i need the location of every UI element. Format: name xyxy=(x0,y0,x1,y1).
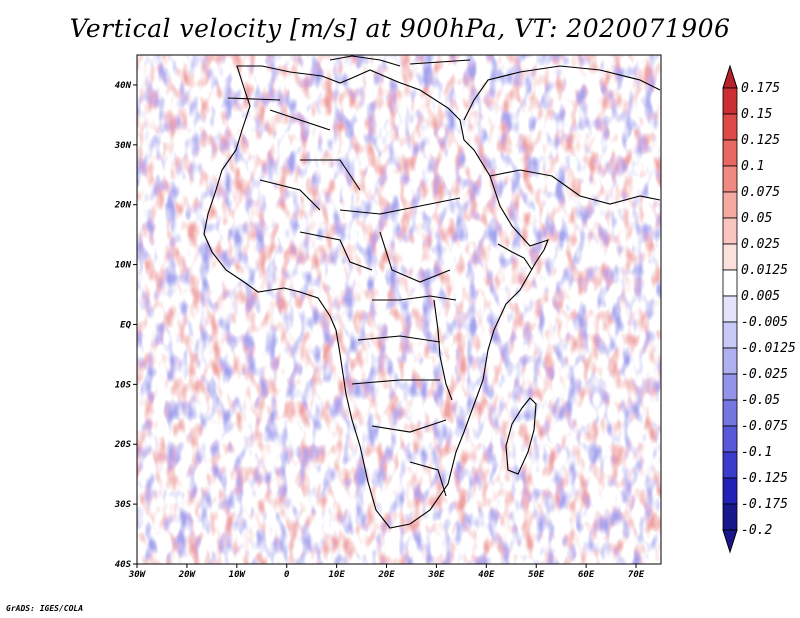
colorbar-segment xyxy=(722,139,738,167)
colorbar-segment xyxy=(722,87,738,115)
colorbar-label: 0.005 xyxy=(741,289,780,304)
colorbar-label: -0.05 xyxy=(741,393,780,408)
colorbar-segment xyxy=(722,217,738,245)
colorbar-label: -0.025 xyxy=(741,367,788,382)
y-axis: 40N 30N 20N 10N EQ 10S 20S 30S 40S xyxy=(114,81,137,570)
y-tick-label: EQ xyxy=(120,320,131,330)
colorbar-label: -0.0125 xyxy=(741,341,796,356)
colorbar-label: 0.05 xyxy=(741,211,772,226)
y-tick-label: 10N xyxy=(115,261,132,271)
credit-text: GrADS: IGES/COLA xyxy=(6,604,84,613)
colorbar-top-arrow xyxy=(722,64,738,89)
colorbar-label: -0.075 xyxy=(741,419,788,434)
x-tick-label: 20E xyxy=(377,570,395,580)
colorbar: 0.175 0.15 0.125 0.1 0.075 0.05 0.025 0.0125 0.0… xyxy=(722,64,796,554)
y-tick-label: 30N xyxy=(114,141,132,151)
colorbar-label: -0.125 xyxy=(741,471,788,486)
x-tick-label: 30E xyxy=(427,570,445,580)
y-tick-label: 10S xyxy=(115,380,132,390)
colorbar-segment xyxy=(722,373,738,401)
colorbar-label: 0.025 xyxy=(741,237,780,252)
x-tick-label: 60E xyxy=(578,570,595,580)
y-tick-label: 40S xyxy=(115,560,132,570)
colorbar-segment xyxy=(722,425,738,453)
colorbar-segment xyxy=(722,191,738,219)
colorbar-segment xyxy=(722,399,738,427)
x-tick-label: 40E xyxy=(478,570,495,580)
colorbar-label: -0.1 xyxy=(741,445,772,460)
y-tick-label: 20S xyxy=(114,440,132,450)
colorbar-bottom-arrow xyxy=(722,529,738,554)
colorbar-label: 0.175 xyxy=(741,81,780,96)
colorbar-segment xyxy=(722,269,738,297)
y-tick-label: 20N xyxy=(114,201,132,211)
y-tick-label: 40N xyxy=(115,81,132,91)
x-tick-label: 10E xyxy=(328,570,345,580)
x-tick-label: 70E xyxy=(628,570,645,580)
map-title: Vertical velocity [m/s] at 900hPa, VT: 2… xyxy=(69,14,731,43)
colorbar-segment xyxy=(722,165,738,193)
y-tick-label: 30S xyxy=(114,500,132,510)
x-tick-label: 30W xyxy=(128,570,147,580)
x-tick-label: 50E xyxy=(528,570,545,580)
x-tick-label: 10W xyxy=(229,570,247,580)
x-tick-label: 20W xyxy=(178,570,197,580)
colorbar-label: -0.005 xyxy=(741,315,788,330)
colorbar-label: 0.075 xyxy=(741,185,780,200)
colorbar-segment xyxy=(722,295,738,323)
colorbar-label: 0.125 xyxy=(741,133,780,148)
colorbar-label: -0.175 xyxy=(741,497,788,512)
colorbar-segment xyxy=(722,243,738,271)
coastlines xyxy=(203,55,661,529)
colorbar-segment xyxy=(722,503,738,531)
colorbar-segment xyxy=(722,347,738,375)
colorbar-label: 0.0125 xyxy=(741,263,788,278)
x-axis: 30W 20W 10W 0 10E 20E 30E 40E 50E 60E 70E xyxy=(128,564,645,580)
plot-frame xyxy=(136,54,662,565)
colorbar-segment xyxy=(722,113,738,141)
velocity-field xyxy=(137,55,661,564)
colorbar-segment xyxy=(722,477,738,505)
x-tick-label: 0 xyxy=(284,570,290,580)
colorbar-label: 0.15 xyxy=(741,107,772,122)
colorbar-segment xyxy=(722,321,738,349)
colorbar-label: -0.2 xyxy=(741,523,772,538)
colorbar-segment xyxy=(722,451,738,479)
colorbar-label: 0.1 xyxy=(741,159,764,174)
